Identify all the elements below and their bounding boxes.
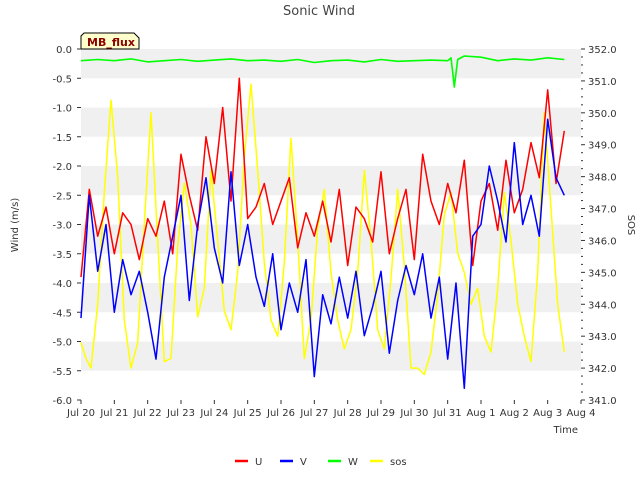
grid-band: [81, 283, 581, 313]
grid-band: [81, 107, 581, 137]
series-layer: [80, 55, 566, 390]
y-tick-label: -2.0: [52, 162, 72, 173]
x-tick-label: Jul 23: [166, 408, 195, 419]
x-tick-label: Jul 27: [299, 408, 328, 419]
grid-band: [81, 49, 581, 79]
y-axis-title: Wind (m/s): [10, 198, 21, 253]
legend-label-u: U: [255, 457, 262, 468]
y2-tick-label: 348.0: [588, 173, 617, 184]
x-tick-label: Jul 30: [399, 408, 428, 419]
y2-tick-label: 347.0: [588, 205, 617, 216]
y2-tick-label: 342.0: [588, 364, 617, 375]
chart-title: Sonic Wind: [283, 4, 355, 19]
x-tick-label: Aug 1: [466, 408, 495, 419]
y2-tick-label: 343.0: [588, 332, 617, 343]
y2-tick-label: 345.0: [588, 268, 617, 279]
plot-area: [80, 49, 581, 400]
legend-label-v: V: [300, 457, 307, 468]
y-tick-label: -1.5: [52, 133, 72, 144]
series-line-u: [80, 77, 566, 278]
x-tick-label: Jul 26: [266, 408, 295, 419]
y-tick-label: -1.0: [52, 104, 72, 115]
y2-tick-label: 352.0: [588, 45, 617, 56]
y-tick-label: -4.0: [52, 279, 72, 290]
y2-tick-label: 351.0: [588, 77, 617, 88]
x-tick-label: Aug 4: [566, 408, 595, 419]
y-tick-label: -4.5: [52, 308, 72, 319]
legend-label-sos: sos: [390, 457, 407, 468]
y-tick-label: -3.5: [52, 250, 72, 261]
y2-axis-title: SOS: [625, 215, 636, 236]
site-label-box: [80, 32, 140, 50]
y2-tick-label: 349.0: [588, 141, 617, 152]
x-axis-title: Time: [553, 425, 578, 436]
x-tick-label: Jul 21: [99, 408, 128, 419]
x-tick-label: Jul 20: [66, 408, 95, 419]
y-axis-left: 0.0 -0.5 -1.0 -1.5 -2.0 -2.5 -3.0 -3.5 -4.0 -4.5 -…: [52, 45, 81, 407]
y-tick-label: -3.0: [52, 221, 72, 232]
y-tick-label: -0.5: [52, 74, 72, 85]
y-tick-label: 0.0: [56, 45, 72, 56]
x-tick-label: Jul 29: [366, 408, 395, 419]
series-line-w: [80, 55, 565, 88]
y-tick-label: -2.5: [52, 191, 72, 202]
legend-label-w: W: [348, 457, 358, 468]
x-tick-label: Aug 2: [500, 408, 529, 419]
y2-tick-label: 346.0: [588, 236, 617, 247]
x-tick-label: Jul 22: [133, 408, 162, 419]
x-tick-label: Jul 28: [333, 408, 362, 419]
x-tick-label: Jul 31: [433, 408, 462, 419]
series-line-v: [80, 118, 565, 390]
x-tick-label: Aug 3: [533, 408, 562, 419]
y-tick-label: -6.0: [52, 396, 72, 407]
y-axis-right: 352.0 351.0 350.0 349.0 348.0 347.0 346.0 345.0…: [581, 45, 617, 407]
x-axis: Jul 20 Jul 21 Jul 22 Jul 23 Jul 24 Jul 25 Jul …: [66, 400, 596, 419]
site-label-text: MB_flux: [87, 36, 135, 49]
y-tick-label: -5.5: [52, 367, 72, 378]
y2-tick-label: 350.0: [588, 109, 617, 120]
y2-tick-label: 341.0: [588, 396, 617, 407]
y2-tick-label: 344.0: [588, 300, 617, 311]
x-tick-label: Jul 25: [233, 408, 262, 419]
site-label: MB_flux: [80, 32, 140, 50]
grid-band: [81, 166, 581, 196]
y-tick-label: -5.0: [52, 338, 72, 349]
x-tick-label: Jul 24: [199, 408, 228, 419]
